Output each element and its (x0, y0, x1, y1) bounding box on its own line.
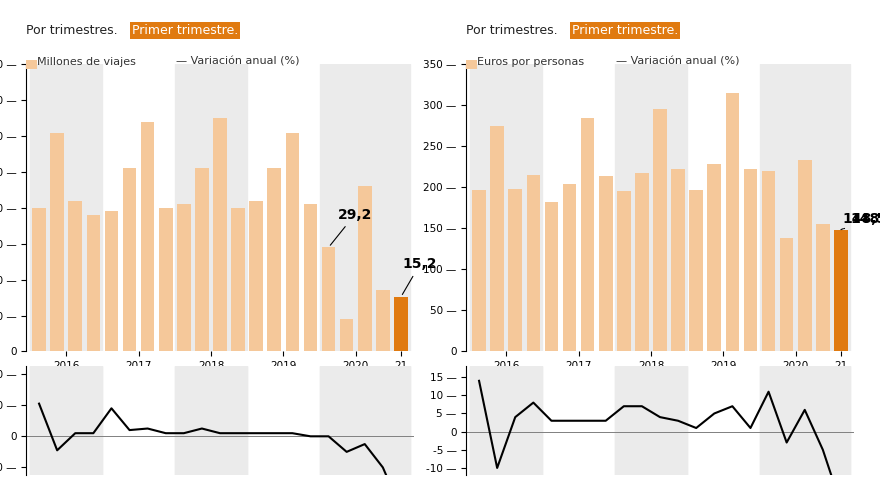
Text: 15,2: 15,2 (402, 257, 437, 295)
Bar (562, 184, 576, 351)
Bar (159, 208, 172, 351)
Bar (635, 173, 649, 351)
Bar (50, 133, 64, 351)
Bar (86, 215, 100, 351)
Bar (33, 208, 46, 351)
Bar (249, 201, 263, 351)
Text: Millones de viajes: Millones de viajes (37, 57, 136, 67)
Text: Por trimestres.: Por trimestres. (466, 24, 562, 37)
Bar (231, 208, 245, 351)
Bar (175, 64, 247, 351)
Bar (653, 109, 667, 351)
Text: 148,5: 148,5 (841, 212, 880, 230)
Bar (319, 64, 410, 351)
Text: 148,5: 148,5 (844, 212, 880, 229)
Bar (509, 189, 522, 351)
Bar (268, 168, 281, 351)
Bar (69, 201, 82, 351)
Bar (545, 202, 558, 351)
Bar (30, 64, 102, 351)
Bar (816, 224, 830, 351)
Bar (726, 93, 739, 351)
Bar (470, 366, 542, 475)
Text: Euros por personas: Euros por personas (477, 57, 584, 67)
Bar (195, 168, 209, 351)
Bar (286, 133, 299, 351)
Bar (473, 190, 486, 351)
Bar (490, 126, 504, 351)
Bar (762, 171, 775, 351)
Bar (213, 118, 227, 351)
Bar (759, 366, 850, 475)
Bar (615, 366, 687, 475)
Text: — Variación anual (%): — Variación anual (%) (176, 57, 299, 67)
Bar (615, 64, 687, 351)
Bar (175, 366, 247, 475)
Bar (122, 168, 136, 351)
Bar (340, 319, 354, 351)
Bar (759, 64, 850, 351)
Bar (319, 366, 410, 475)
Bar (671, 169, 685, 351)
Bar (615, 366, 687, 475)
Bar (798, 159, 811, 351)
Text: — Variación anual (%): — Variación anual (%) (616, 57, 739, 67)
Bar (30, 366, 102, 475)
Bar (599, 176, 612, 351)
Bar (304, 204, 318, 351)
Legend:  (835, 71, 847, 82)
Text: Primer trimestre.: Primer trimestre. (132, 24, 238, 37)
Legend:  (395, 71, 407, 82)
Bar (780, 238, 794, 351)
Text: Primer trimestre.: Primer trimestre. (572, 24, 678, 37)
Bar (617, 192, 631, 351)
Bar (759, 366, 850, 475)
Bar (141, 122, 154, 351)
Bar (581, 118, 594, 351)
Bar (376, 291, 390, 351)
Bar (30, 366, 102, 475)
Bar (708, 164, 721, 351)
Bar (834, 230, 847, 351)
Bar (470, 366, 542, 475)
Bar (175, 366, 247, 475)
Bar (470, 64, 542, 351)
Text: 29,2: 29,2 (330, 208, 372, 245)
Bar (177, 204, 191, 351)
Bar (744, 168, 758, 351)
Bar (394, 297, 407, 351)
Bar (689, 190, 703, 351)
Text: Por trimestres.: Por trimestres. (26, 24, 122, 37)
Bar (322, 248, 335, 351)
Bar (105, 211, 118, 351)
Bar (319, 366, 410, 475)
Bar (526, 175, 540, 351)
Bar (358, 187, 371, 351)
